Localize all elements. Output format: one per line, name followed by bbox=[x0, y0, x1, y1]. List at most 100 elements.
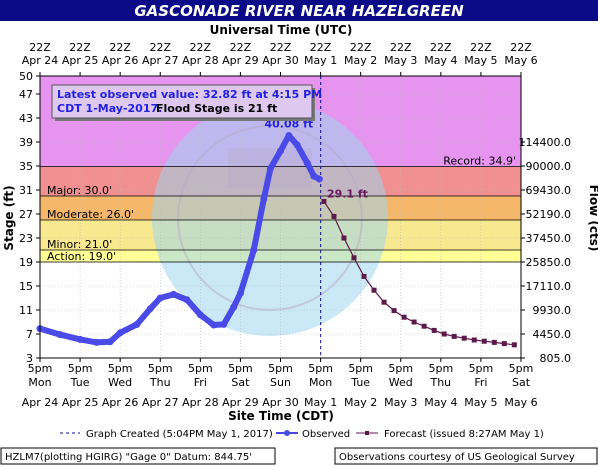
category-label-minor: Minor: 21.0' bbox=[47, 238, 112, 251]
bottom-tick-date: May 6 bbox=[504, 396, 537, 409]
legend-forecast-marker bbox=[365, 431, 369, 435]
observed-point bbox=[93, 338, 101, 346]
top-tick-time: 22Z bbox=[230, 41, 252, 54]
left-tick-label: 27 bbox=[19, 208, 33, 221]
forecast-point bbox=[391, 308, 397, 314]
observed-point bbox=[210, 321, 218, 329]
info-box-line1: Latest observed value: 32.82 ft at 4:15 … bbox=[57, 88, 322, 101]
left-tick-label: 43 bbox=[19, 112, 33, 125]
footer-right-text: Observations courtesy of US Geological S… bbox=[339, 452, 575, 463]
left-tick-label: 23 bbox=[19, 232, 33, 245]
left-tick-label: 50 bbox=[19, 70, 33, 83]
category-label-action: Action: 19.0' bbox=[47, 250, 116, 263]
bottom-tick-day: Tue bbox=[350, 376, 370, 389]
legend-forecast-label: Forecast (issued 8:27AM May 1) bbox=[384, 429, 544, 440]
observed-point bbox=[293, 141, 301, 149]
observed-point bbox=[315, 175, 323, 183]
forecast-point bbox=[361, 273, 367, 279]
left-tick-label: 39 bbox=[19, 136, 33, 149]
bottom-tick-day: Sat bbox=[512, 376, 531, 389]
forecast-point bbox=[511, 342, 517, 348]
forecast-point bbox=[461, 335, 467, 341]
top-tick-date: Apr 26 bbox=[102, 54, 139, 67]
forecast-point bbox=[471, 337, 477, 343]
top-tick-date: May 1 bbox=[304, 54, 337, 67]
observed-point bbox=[260, 195, 268, 203]
top-tick-date: Apr 29 bbox=[222, 54, 259, 67]
bottom-tick-day: Thu bbox=[149, 376, 171, 389]
bottom-tick-time: 5pm bbox=[228, 362, 253, 375]
bottom-tick-date: May 1 bbox=[304, 396, 337, 409]
bottom-tick-time: 5pm bbox=[148, 362, 173, 375]
top-tick-date: Apr 30 bbox=[262, 54, 299, 67]
forecast-point bbox=[381, 299, 387, 305]
forecast-point bbox=[331, 213, 337, 219]
bottom-tick-time: 5pm bbox=[428, 362, 453, 375]
top-tick-date: Apr 24 bbox=[22, 54, 59, 67]
forecast-first-label: 29.1 ft bbox=[327, 187, 368, 200]
left-tick-label: 15 bbox=[19, 280, 33, 293]
observed-point bbox=[76, 335, 84, 343]
observed-point bbox=[170, 290, 178, 298]
right-tick-label: 90000.0 bbox=[526, 160, 572, 173]
top-tick-time: 22Z bbox=[270, 41, 292, 54]
observed-point bbox=[230, 303, 238, 311]
forecast-series: 29.1 ft bbox=[321, 187, 517, 348]
right-tick-label: 805.0 bbox=[540, 352, 572, 365]
chart-title: GASCONADE RIVER NEAR HAZELGREEN bbox=[134, 2, 464, 20]
legend: Graph Created (5:04PM May 1, 2017) Obser… bbox=[60, 429, 544, 440]
bottom-tick-date: Apr 29 bbox=[222, 396, 259, 409]
observed-point bbox=[303, 159, 311, 167]
right-tick-label: 114400.0 bbox=[519, 136, 572, 149]
bottom-tick-date: Apr 26 bbox=[102, 396, 139, 409]
right-tick-label: 25850.0 bbox=[526, 256, 572, 269]
info-box-line2b: Flood Stage is 21 ft bbox=[156, 102, 277, 115]
watermark-seal-ring bbox=[177, 125, 363, 311]
bottom-tick-time: 5pm bbox=[268, 362, 293, 375]
footer-left-box bbox=[0, 447, 276, 465]
bottom-tick-date: Apr 30 bbox=[262, 396, 299, 409]
left-tick-label: 11 bbox=[19, 304, 33, 317]
right-tick-label: 69430.0 bbox=[526, 184, 572, 197]
forecast-point bbox=[401, 314, 407, 320]
forecast-point bbox=[451, 333, 457, 339]
bottom-tick-date: May 3 bbox=[384, 396, 417, 409]
observed-point bbox=[266, 164, 274, 172]
top-tick-time: 22Z bbox=[430, 41, 452, 54]
observed-point bbox=[196, 311, 204, 319]
forecast-point bbox=[421, 323, 427, 329]
info-box-background bbox=[51, 84, 313, 119]
top-tick-time: 22Z bbox=[109, 41, 131, 54]
observed-point bbox=[277, 147, 284, 155]
forecast-point bbox=[481, 338, 487, 344]
observed-series: 40.08 ft bbox=[36, 118, 323, 346]
bottom-tick-day: Wed bbox=[108, 376, 132, 389]
right-tick-label: 17110.0 bbox=[526, 280, 572, 293]
info-box-line2a: CDT 1-May-2017. bbox=[57, 102, 162, 115]
left-tick-label: 3 bbox=[26, 352, 33, 365]
observed-point bbox=[220, 320, 228, 328]
right-axis: 805.0 4450.0 9930.0 17110.0 25850.0 37450.0 52… bbox=[519, 136, 572, 365]
observed-point bbox=[285, 132, 293, 140]
forecast-point bbox=[501, 341, 507, 347]
forecast-point bbox=[491, 339, 497, 345]
legend-observed-label: Observed bbox=[302, 429, 350, 440]
observed-point bbox=[156, 294, 164, 302]
left-tick-label: 31 bbox=[19, 184, 33, 197]
top-tick-date: Apr 28 bbox=[182, 54, 219, 67]
observed-point bbox=[310, 172, 318, 180]
bottom-tick-day: Mon bbox=[309, 376, 332, 389]
left-axis: 3 7 11 15 19 23 27 31 35 39 43 47 50 bbox=[19, 70, 40, 365]
top-tick-time: 22Z bbox=[29, 41, 51, 54]
observed-point bbox=[106, 338, 114, 346]
bottom-tick-time: 5pm bbox=[68, 362, 93, 375]
observed-point bbox=[183, 296, 191, 304]
top-tick-date: May 6 bbox=[504, 54, 537, 67]
top-tick-date: May 5 bbox=[464, 54, 497, 67]
title-bar bbox=[0, 0, 598, 21]
bottom-tick-day: Sat bbox=[231, 376, 250, 389]
bottom-axis-title: Site Time (CDT) bbox=[228, 409, 334, 423]
left-axis-title: Stage (ft) bbox=[2, 185, 16, 250]
